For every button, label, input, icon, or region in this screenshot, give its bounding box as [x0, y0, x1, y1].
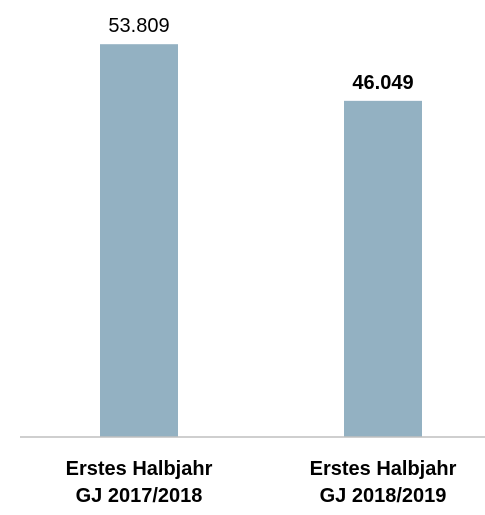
bar — [100, 44, 178, 437]
x-tick-label: Erstes Halbjahr GJ 2017/2018 — [65, 458, 213, 507]
bar — [344, 100, 422, 438]
value-label: 46.049 — [352, 72, 413, 94]
x-tick-label: Erstes Halbjahr GJ 2018/2019 — [309, 458, 457, 507]
value-label: 53.809 — [108, 15, 169, 37]
